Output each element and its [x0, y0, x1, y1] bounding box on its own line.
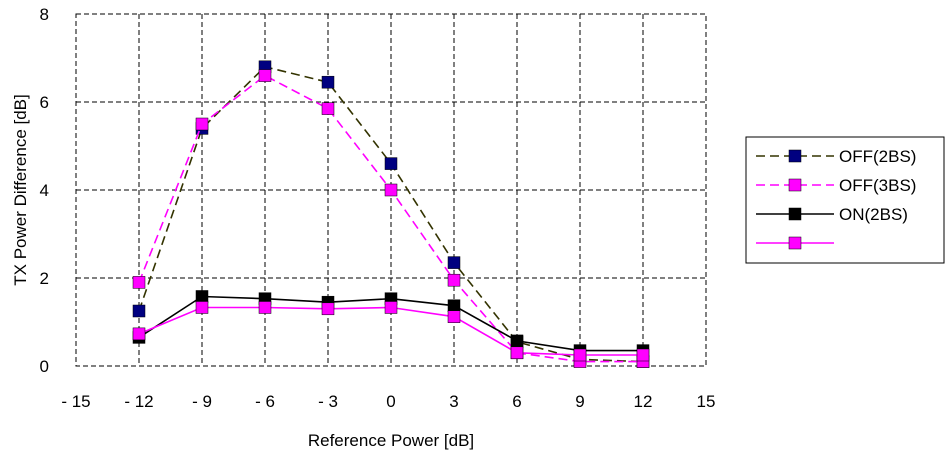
series-4 [132, 301, 650, 362]
legend-marker [788, 236, 802, 250]
y-tick-label: 6 [40, 93, 49, 112]
data-point [573, 348, 587, 362]
data-point [195, 301, 209, 314]
data-point [636, 348, 650, 362]
tick-labels: - 15 - 12 - 9 - 6 - 3 0 3 6 9 12 15 0 2 4 6 8 [40, 5, 716, 411]
x-tick-label: 6 [512, 392, 521, 411]
legend-label: OFF(3BS) [839, 176, 916, 195]
x-tick-label: - 9 [192, 392, 212, 411]
y-tick-label: 8 [40, 5, 49, 24]
y-tick-label: 4 [40, 181, 49, 200]
y-tick-label: 2 [40, 269, 49, 288]
x-tick-label: - 15 [61, 392, 90, 411]
legend-marker [788, 207, 802, 221]
data-point [132, 304, 146, 318]
data-point [321, 302, 335, 316]
data-point [195, 290, 209, 303]
legend-box [745, 136, 945, 264]
legend-label: ON(2BS) [839, 205, 908, 224]
legend-marker [788, 149, 802, 163]
data-point [195, 117, 209, 131]
data-point [321, 75, 335, 89]
legend-item: ON(2BS) [756, 205, 908, 224]
legend-item: OFF(2BS) [756, 147, 916, 166]
data-point [447, 310, 461, 323]
x-tick-label: 3 [449, 392, 458, 411]
data-point [384, 157, 398, 170]
data-point [132, 327, 146, 341]
data-point [258, 301, 272, 314]
data-point [447, 256, 461, 269]
legend: OFF(2BS) OFF(3BS) ON(2BS) [745, 136, 945, 264]
data-point [258, 69, 272, 82]
data-point [384, 183, 398, 197]
series-group [132, 60, 650, 368]
data-point [132, 276, 146, 289]
legend-marker [788, 178, 802, 192]
data-point [321, 102, 335, 115]
data-point [384, 301, 398, 314]
y-axis-title: TX Power Difference [dB] [11, 94, 30, 286]
x-tick-label: 0 [386, 392, 395, 411]
legend-label: OFF(2BS) [839, 147, 916, 166]
x-tick-label: - 6 [255, 392, 275, 411]
plot-area-frame [75, 13, 707, 367]
data-point [447, 273, 461, 287]
data-point [510, 346, 524, 360]
legend-item: OFF(3BS) [756, 176, 916, 195]
x-tick-label: 15 [697, 392, 716, 411]
y-tick-label: 0 [40, 357, 49, 376]
x-tick-label: - 12 [124, 392, 153, 411]
legend-item [756, 236, 834, 250]
x-tick-label: - 3 [318, 392, 338, 411]
x-axis-title: Reference Power [dB] [308, 431, 474, 450]
data-point [447, 299, 461, 312]
data-point [510, 334, 524, 348]
x-tick-label: 12 [634, 392, 653, 411]
x-tick-label: 9 [575, 392, 584, 411]
